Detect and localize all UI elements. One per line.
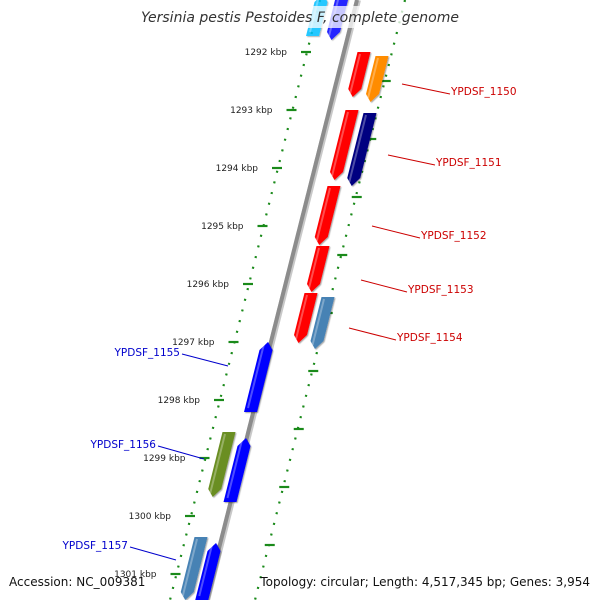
gene-label[interactable]: YPDSF_1151: [435, 157, 502, 169]
gene-leader-line: [181, 353, 229, 367]
gene-highlight: [226, 439, 243, 499]
gene-leader-line: [387, 154, 436, 166]
gene-leader-line: [348, 327, 397, 341]
kbp-ticks: 1292 kbp 1293 kbp 1294 kbp 1295 kbp 1296 kbp…: [114, 48, 391, 580]
gene-arrow[interactable]: [208, 432, 236, 497]
gene-arrow[interactable]: [366, 56, 389, 102]
gene-highlight: [348, 114, 367, 183]
gene-label[interactable]: YPDSF_1156: [89, 439, 156, 451]
gene-highlight: [331, 111, 349, 177]
gene-highlight: [367, 57, 379, 99]
gene-highlight: [349, 53, 361, 94]
gene-highlight: [247, 343, 265, 409]
kbp-tick-label: 1298 kbp: [158, 396, 201, 406]
gene-label[interactable]: YPDSF_1152: [420, 230, 487, 242]
accession-text: Accession: NC_009381: [9, 575, 146, 589]
gene-leader-line: [129, 546, 177, 561]
gene-arrow[interactable]: [314, 186, 341, 245]
gene-arrow[interactable]: [180, 537, 208, 600]
kbp-tick-label: 1297 kbp: [172, 338, 215, 348]
gene-highlight: [209, 433, 226, 494]
kbp-tick-label: 1301 kbp: [114, 570, 157, 580]
gene-highlight: [308, 247, 320, 289]
gene-arrow[interactable]: [347, 113, 377, 186]
gene-highlight: [295, 294, 308, 340]
gene-highlight: [311, 298, 325, 346]
gene-label[interactable]: YPDSF_1157: [61, 540, 128, 552]
kbp-tick-label: 1294 kbp: [216, 164, 259, 174]
gene-leader-line: [157, 445, 205, 460]
gene-leader-line: [360, 279, 408, 293]
kbp-tick-label: 1292 kbp: [245, 48, 288, 58]
kbp-tick-label: 1296 kbp: [187, 280, 230, 290]
map-title: Yersinia pestis Pestoides F, complete ge…: [141, 10, 459, 26]
kbp-tick-label: 1299 kbp: [143, 454, 186, 464]
gene-arrow[interactable]: [330, 110, 359, 180]
gene-arrow[interactable]: [195, 543, 221, 600]
outer-track-line-left: [168, 0, 322, 600]
gene-arrow[interactable]: [223, 438, 251, 502]
gene-leader-line: [371, 225, 421, 239]
kbp-tick-label: 1293 kbp: [230, 106, 273, 116]
gene-labels: YPDSF_1150 YPDSF_1151 YPDSF_1152 YPDSF_1153…: [61, 83, 517, 561]
title-backdrop: [138, 6, 462, 28]
gene-arrow[interactable]: [310, 297, 335, 349]
gene-highlight: [181, 538, 198, 597]
kbp-tick-label: 1300 kbp: [129, 512, 172, 522]
gene-arrow[interactable]: [348, 52, 371, 97]
gene-arrow[interactable]: [294, 293, 318, 343]
gene-arrow[interactable]: [244, 342, 273, 412]
gene-highlight: [198, 544, 213, 597]
topology-text: Topology: circular; Length: 4,517,345 bp…: [260, 575, 590, 589]
gene-highlight: [315, 187, 331, 242]
gene-leader-line: [401, 83, 451, 95]
gene-label[interactable]: YPDSF_1155: [113, 347, 180, 359]
gene-label[interactable]: YPDSF_1153: [407, 284, 474, 296]
kbp-tick-label: 1295 kbp: [201, 222, 244, 232]
gene-label[interactable]: YPDSF_1150: [450, 86, 517, 98]
gene-arrow[interactable]: [307, 246, 330, 292]
gene-label[interactable]: YPDSF_1154: [396, 332, 463, 344]
gene-features: [180, 0, 389, 600]
